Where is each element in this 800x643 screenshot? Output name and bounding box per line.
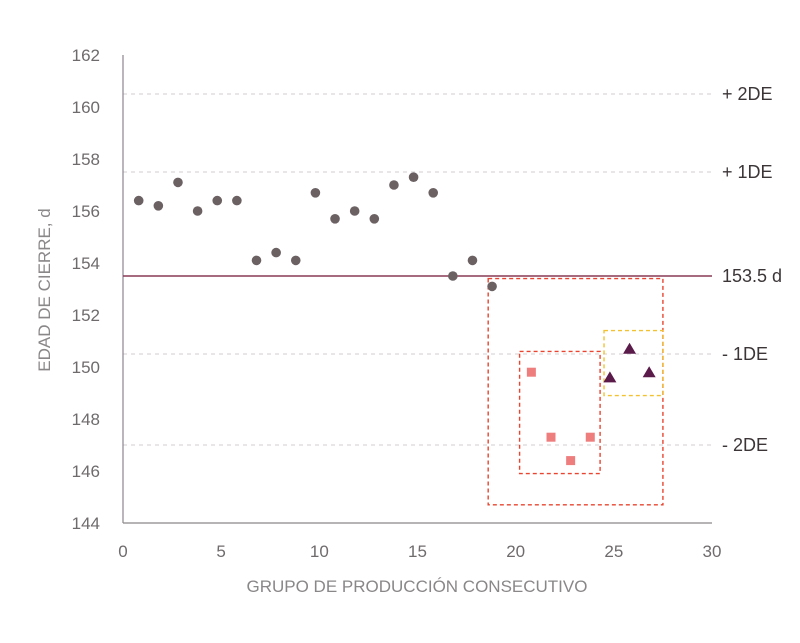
y-tick-label: 158 [72, 150, 100, 169]
data-point-circle [369, 214, 380, 224]
mean-line-label: 153.5 d [722, 266, 782, 286]
data-point-circle [467, 255, 478, 266]
data-point-circle [173, 177, 183, 188]
reference-line-label: - 1DE [722, 344, 768, 364]
data-point-triangle [642, 366, 656, 378]
y-tick-label: 148 [72, 410, 100, 429]
x-tick-label: 15 [408, 542, 427, 561]
highlight-box [603, 329, 664, 397]
y-tick-labels: 144 146 148 150 152 154 156 158 160 162 [72, 46, 100, 533]
x-tick-label: 10 [310, 542, 329, 561]
reference-line-label: + 1DE [722, 162, 773, 182]
reference-line-label: + 2DE [722, 84, 773, 104]
data-point-circle [153, 201, 164, 211]
x-tick-label: 5 [216, 542, 225, 561]
y-tick-label: 144 [72, 514, 100, 533]
data-point-circle [232, 195, 242, 206]
y-tick-label: 152 [72, 306, 100, 325]
data-point-circle [487, 281, 497, 292]
y-tick-label: 154 [72, 254, 100, 273]
x-tick-label: 30 [703, 542, 722, 561]
data-point-circle [251, 255, 262, 266]
data-points [133, 172, 656, 466]
data-point-circle [349, 206, 360, 216]
data-point-square [566, 456, 576, 466]
data-point-circle [428, 188, 439, 198]
highlight-boxes [487, 277, 664, 506]
data-point-circle [271, 247, 281, 258]
data-point-circle [290, 255, 301, 266]
data-point-triangle [623, 342, 637, 354]
data-point-triangle [603, 371, 617, 383]
data-point-circle [389, 180, 399, 190]
x-tick-label: 25 [604, 542, 623, 561]
reference-line-label: - 2DE [722, 435, 768, 455]
highlight-box [518, 350, 601, 475]
x-tick-label: 0 [118, 542, 127, 561]
data-point-square [526, 367, 536, 377]
data-point-circle [310, 188, 321, 198]
data-point-square [585, 432, 595, 442]
data-point-circle [212, 195, 223, 206]
x-axis-title: GRUPO DE PRODUCCIÓN CONSECUTIVO [247, 577, 588, 596]
y-tick-label: 156 [72, 202, 100, 221]
highlight-box [487, 277, 664, 506]
x-tick-labels: 0 5 10 15 20 25 30 [118, 542, 721, 561]
y-tick-label: 162 [72, 46, 100, 65]
y-tick-label: 160 [72, 98, 100, 117]
y-tick-label: 150 [72, 358, 100, 377]
data-point-circle [448, 271, 458, 281]
reference-lines: + 2DE + 1DE - 1DE - 2DE [123, 84, 773, 455]
data-point-square [546, 432, 556, 442]
axes [122, 55, 712, 524]
data-point-circle [408, 172, 419, 182]
x-tick-label: 20 [506, 542, 525, 561]
data-point-circle [330, 214, 340, 224]
y-axis-title: EDAD DE CIERRE, d [35, 208, 54, 371]
y-tick-label: 146 [72, 462, 100, 481]
data-point-circle [192, 206, 203, 216]
data-point-circle [133, 195, 144, 206]
